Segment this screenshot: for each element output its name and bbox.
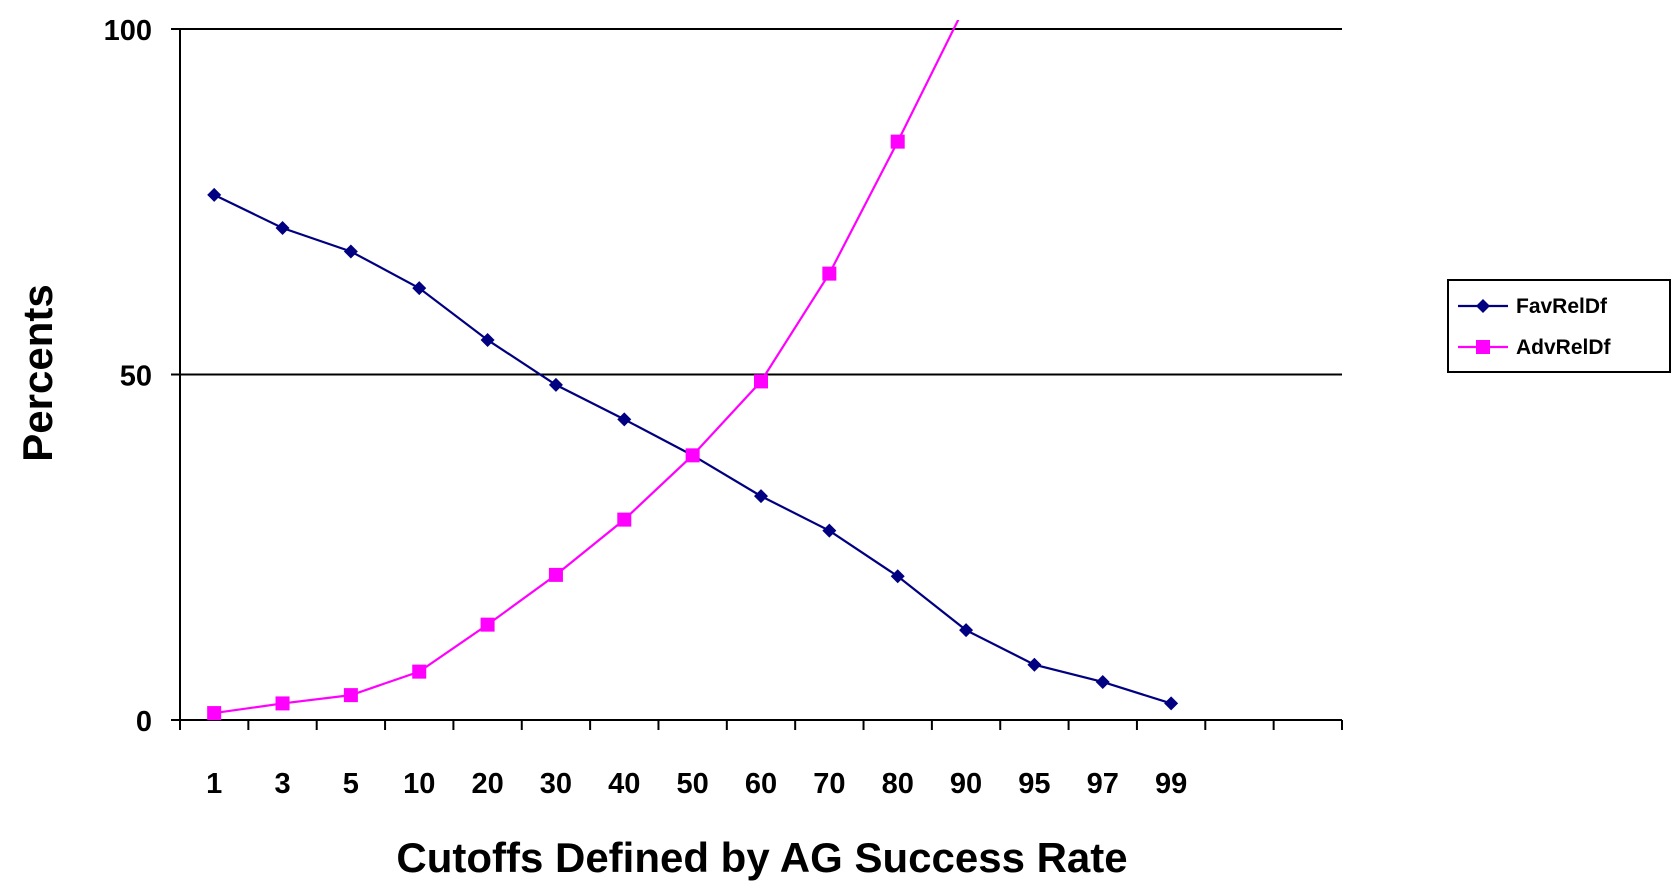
x-tick-label: 90	[950, 768, 982, 800]
data-point-FavRelDf	[822, 523, 837, 538]
x-tick-label: 99	[1155, 768, 1187, 800]
data-point-AdvRelDf	[754, 374, 768, 389]
x-tick-label: 40	[608, 768, 640, 800]
y-tick-label: 50	[120, 361, 152, 393]
data-point-FavRelDf	[480, 332, 495, 347]
data-point-AdvRelDf	[412, 664, 427, 679]
x-tick-label: 5	[343, 768, 359, 800]
y-axis-title: Percents	[14, 284, 61, 461]
data-point-AdvRelDf	[207, 706, 222, 721]
data-point-AdvRelDf	[685, 448, 700, 463]
legend-label: FavRelDf	[1516, 295, 1608, 318]
legend-item-AdvRelDf: AdvRelDf	[1458, 336, 1612, 359]
x-tick-label: 1	[206, 768, 222, 800]
series-AdvRelDf	[207, 20, 960, 721]
legend: FavRelDf AdvRelDf	[1447, 279, 1671, 373]
x-tick-label: 3	[274, 768, 290, 800]
x-axis-ticks: 1 3 5 10 20 30 40 50 60 70 80 90 95 97 99	[179, 720, 1343, 800]
x-tick-label: 95	[1018, 768, 1050, 800]
data-point-AdvRelDf	[822, 266, 837, 281]
data-point-AdvRelDf	[480, 617, 495, 632]
x-tick-label: 80	[882, 768, 914, 800]
data-point-AdvRelDf	[275, 696, 290, 711]
data-point-FavRelDf	[548, 377, 563, 392]
x-tick-label: 20	[471, 768, 503, 800]
x-axis-title: Cutoffs Defined by AG Success Rate	[396, 834, 1127, 881]
x-tick-label: 30	[540, 768, 572, 800]
x-tick-label: 10	[403, 768, 435, 800]
data-point-FavRelDf	[890, 569, 905, 584]
data-point-AdvRelDf	[617, 512, 632, 527]
data-point-AdvRelDf	[890, 134, 905, 149]
x-tick-label: 70	[813, 768, 845, 800]
series-line-AdvRelDf	[214, 20, 960, 715]
x-tick-label: 50	[677, 768, 709, 800]
data-point-FavRelDf	[412, 281, 427, 296]
data-point-FavRelDf	[959, 623, 974, 638]
data-point-AdvRelDf	[343, 688, 358, 703]
legend-label: AdvRelDf	[1516, 336, 1612, 359]
data-point-FavRelDf	[617, 412, 632, 427]
data-point-FavRelDf	[754, 489, 768, 504]
data-point-FavRelDf	[275, 221, 290, 236]
gridlines	[180, 28, 1342, 376]
y-tick-label: 0	[136, 706, 152, 738]
series-layer	[207, 20, 1179, 721]
legend-marker-square	[1476, 340, 1490, 354]
data-point-FavRelDf	[343, 244, 358, 259]
data-point-FavRelDf	[1095, 674, 1110, 689]
data-point-AdvRelDf	[548, 567, 563, 582]
data-point-FavRelDf	[207, 187, 222, 202]
y-tick-label: 100	[104, 15, 152, 47]
x-tick-label: 97	[1087, 768, 1119, 800]
x-tick-label: 60	[745, 768, 777, 800]
legend-item-FavRelDf: FavRelDf	[1458, 295, 1608, 318]
legend-box	[1447, 279, 1671, 373]
data-point-FavRelDf	[1027, 657, 1042, 672]
data-point-FavRelDf	[1164, 696, 1179, 711]
legend-marker-diamond	[1476, 299, 1490, 313]
y-axis-ticks: 0 50 100	[104, 15, 180, 738]
